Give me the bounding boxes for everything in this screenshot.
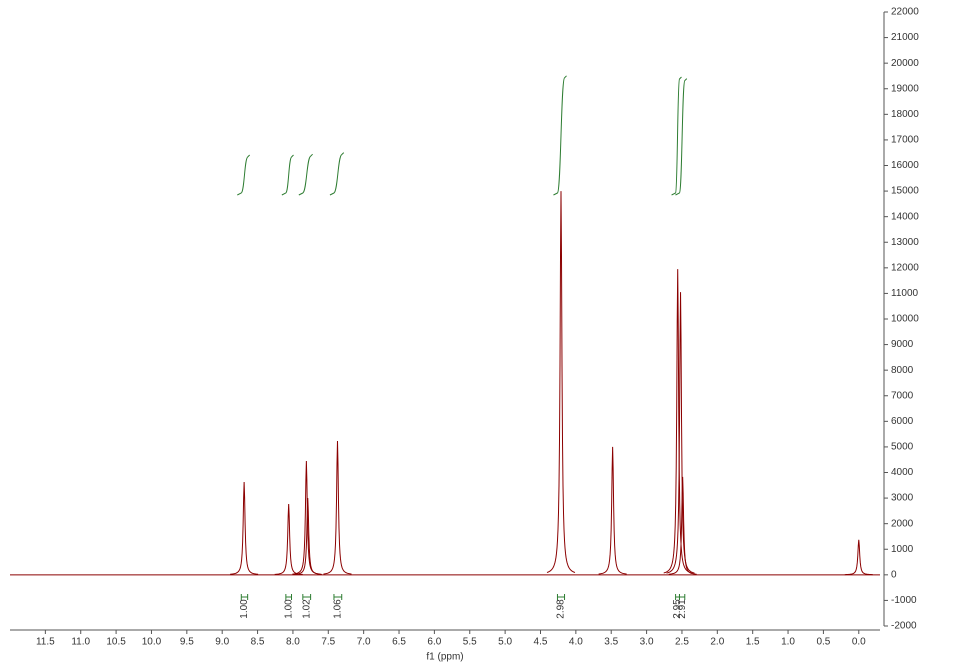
y-tick-label: 13000 [891,237,919,248]
y-tick-label: 1000 [891,544,914,555]
x-tick-label: 10.0 [142,637,162,648]
y-tick-label: 19000 [891,83,919,94]
x-tick-label: 5.5 [463,637,477,648]
integral-label: 2.98 [556,599,567,619]
integral-curve [329,152,345,196]
integral-bracket [556,594,566,600]
y-tick-label: 8000 [891,365,914,376]
integral-curve [671,76,682,196]
integral-curve [237,154,251,196]
x-tick-label: 2.5 [675,637,689,648]
y-tick-label: -1000 [891,595,917,606]
peak [666,292,695,574]
integral-bracket [285,594,293,600]
integral-curve [298,153,313,196]
x-tick-label: 5.0 [498,637,512,648]
x-tick-label: 11.0 [71,637,90,648]
x-axis-label: f1 (ppm) [426,652,463,663]
x-tick-label: 9.0 [215,637,229,648]
y-tick-label: 7000 [891,390,914,401]
x-tick-label: 8.0 [286,637,300,648]
y-tick-label: 12000 [891,262,919,273]
y-tick-label: 3000 [891,493,914,504]
integral-label: 2.91 [677,599,688,619]
peak [598,446,627,575]
y-tick-label: 10000 [891,314,919,325]
integral-bracket [302,594,312,600]
integral-label: 1.00 [283,599,294,619]
x-tick-label: 7.0 [357,637,371,648]
peak [663,269,692,574]
y-tick-label: 16000 [891,160,919,171]
integral-label: 2.95 [672,599,683,619]
x-tick-label: 1.5 [746,637,760,648]
y-tick-label: 2000 [891,518,914,529]
y-tick-label: 15000 [891,186,919,197]
integral-bracket [675,594,680,600]
y-tick-label: 20000 [891,58,919,69]
x-tick-label: 3.0 [640,637,654,648]
x-tick-label: 11.5 [36,637,55,648]
x-tick-label: 9.5 [180,637,194,648]
y-tick-label: 21000 [891,32,919,43]
y-tick-label: 18000 [891,109,919,120]
y-tick-label: 14000 [891,211,919,222]
x-tick-label: 6.5 [392,637,406,648]
x-tick-label: 3.5 [604,637,618,648]
x-tick-label: 4.0 [569,637,583,648]
integral-curve [553,75,567,196]
y-tick-label: -2000 [891,621,917,632]
y-tick-label: 6000 [891,416,914,427]
peak [546,191,576,573]
y-tick-label: 0 [891,569,897,580]
integral-bracket [333,594,343,600]
y-tick-label: 4000 [891,467,914,478]
peak [292,460,321,575]
integral-bracket [240,594,249,600]
peak [293,498,322,575]
x-tick-label: 10.5 [106,637,126,648]
integral-label: 1.02 [301,599,312,619]
integral-curve [281,154,294,196]
x-tick-label: 0.0 [852,637,866,648]
integral-bracket [678,594,686,600]
peak [844,539,873,576]
y-tick-label: 9000 [891,339,914,350]
x-tick-label: 4.5 [534,637,548,648]
peak [274,503,303,575]
peak [230,481,259,575]
y-tick-label: 5000 [891,442,914,453]
peak [323,441,352,575]
x-tick-label: 6.0 [427,637,441,648]
peak [668,476,697,575]
x-tick-label: 8.5 [251,637,265,648]
integral-label: 1.06 [332,599,343,619]
y-tick-label: 17000 [891,135,919,146]
x-tick-label: 0.5 [816,637,830,648]
x-tick-label: 1.0 [781,637,795,648]
integral-curve [675,78,688,196]
integral-label: 1.00 [239,599,250,619]
y-tick-label: 22000 [891,7,919,18]
x-tick-label: 2.0 [710,637,724,648]
x-tick-label: 7.5 [321,637,335,648]
y-tick-label: 11000 [891,288,919,299]
